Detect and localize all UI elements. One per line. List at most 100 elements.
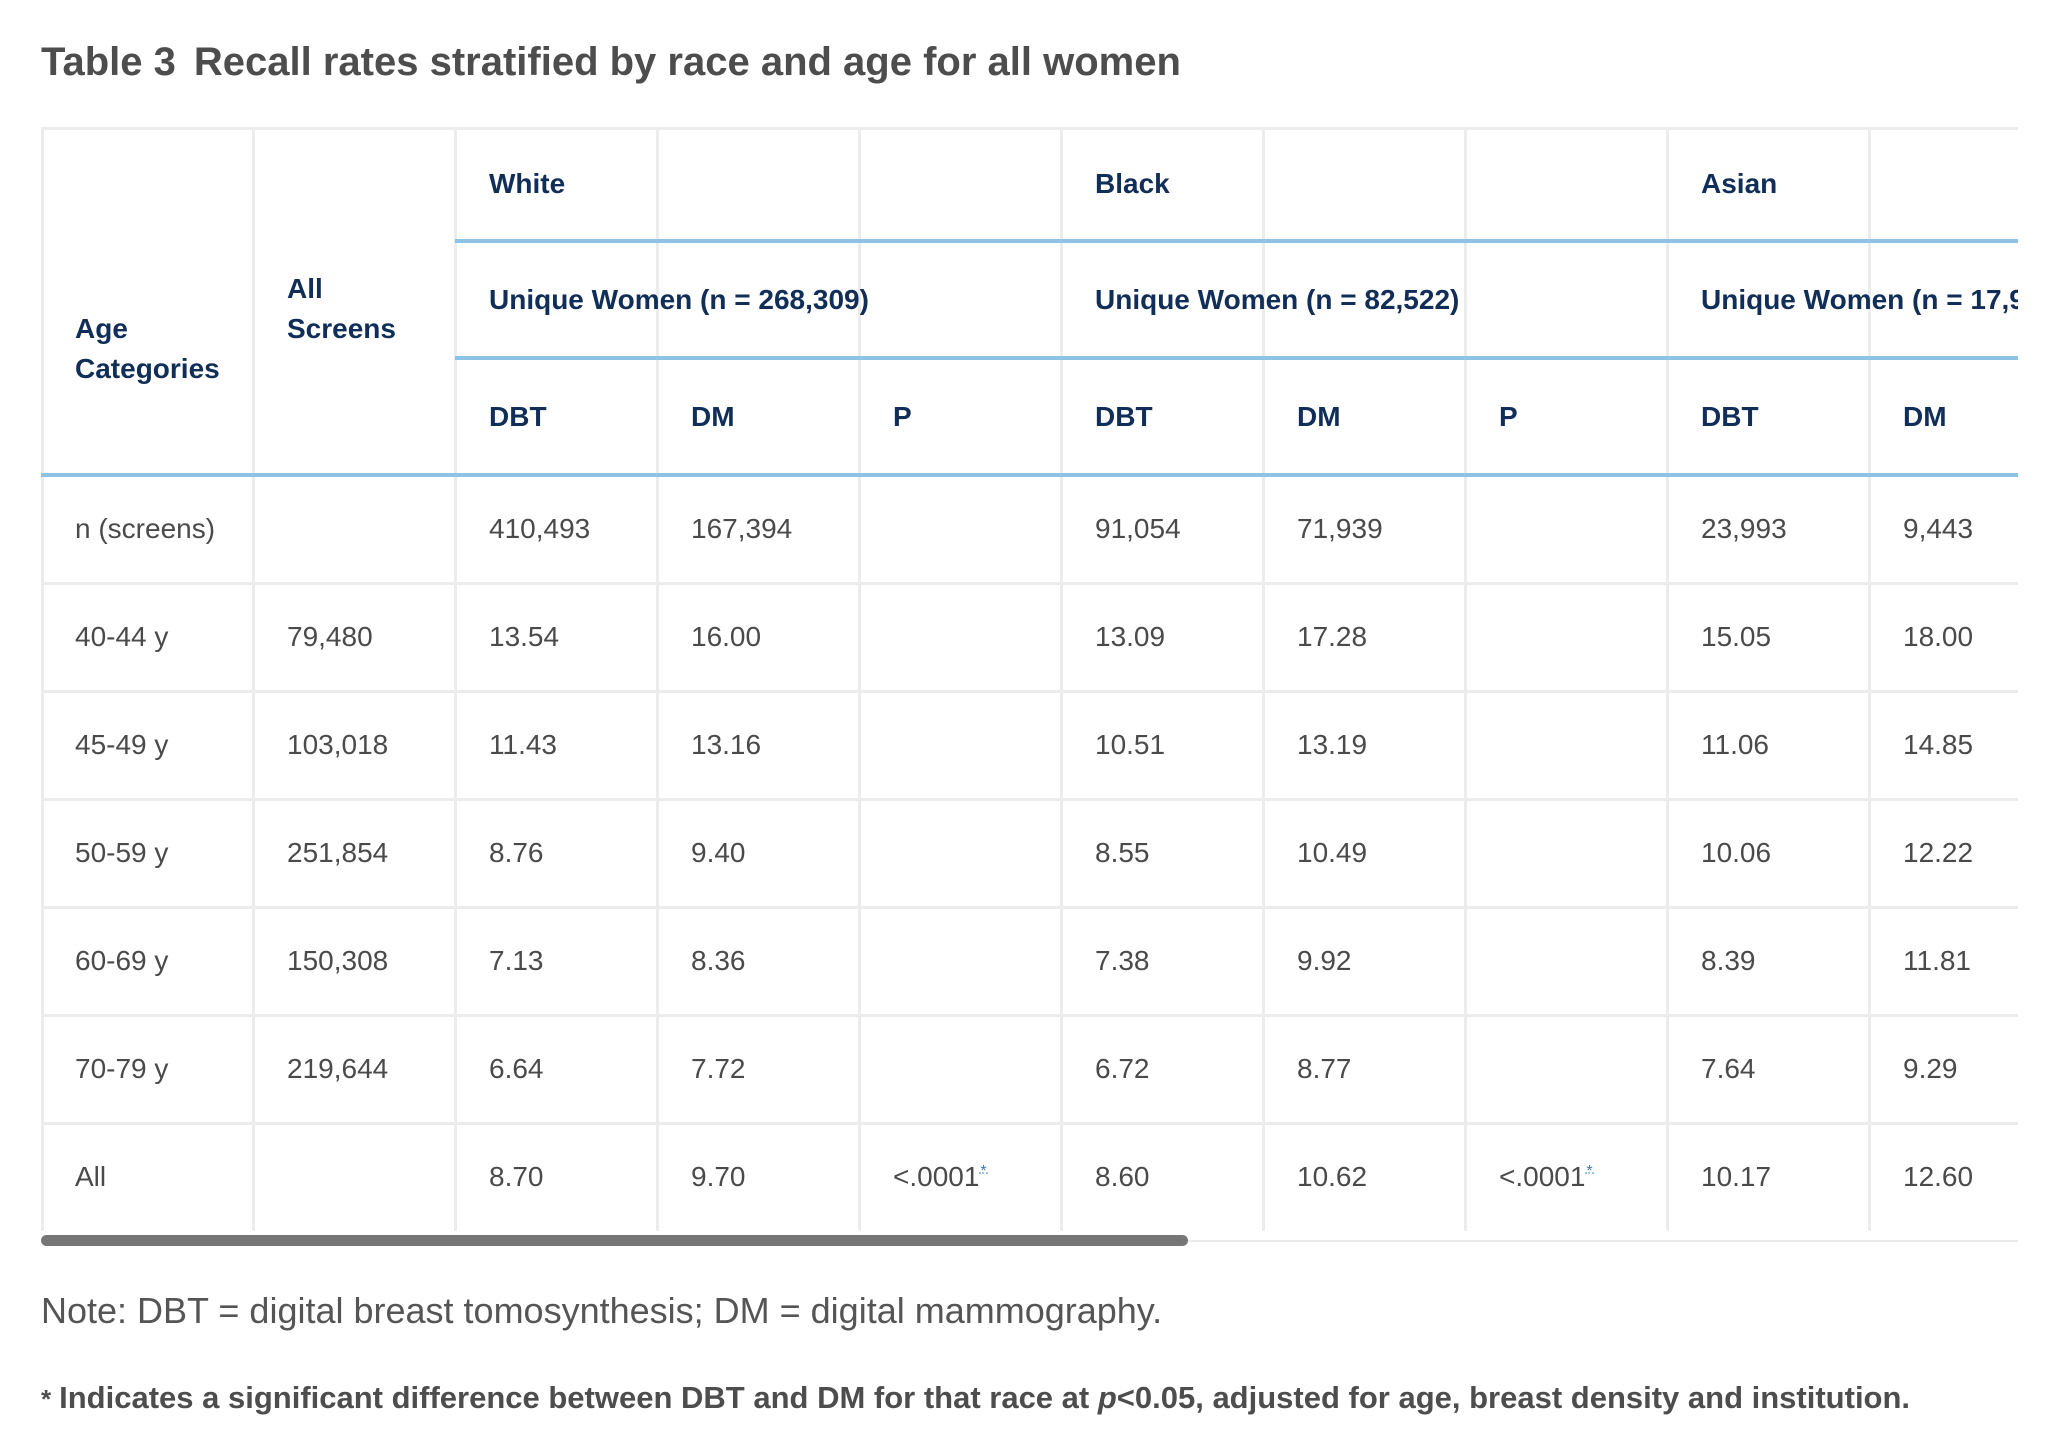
table-cell-a_dbt-text: 11.06 <box>1701 729 1769 760</box>
table-cell-w_dm: 167,394 <box>657 475 859 583</box>
table-scroll-area[interactable]: Age Categories All Screens White Unique Wom… <box>41 127 2018 1242</box>
header-rule-asian-2 <box>1667 356 2018 360</box>
table-cell-a_dbt-text: 10.06 <box>1701 837 1772 868</box>
table-cell-a_dbt: 23,993 <box>1667 475 1869 583</box>
table-cell-age-text: All <box>75 1161 107 1192</box>
footnote-link-marker[interactable]: * <box>979 1163 988 1180</box>
table-cell-b_p <box>1465 1015 1667 1123</box>
table-cell-w_dbt: 410,493 <box>455 475 657 583</box>
table-cell-a_dm-text: 12.22 <box>1903 837 1974 868</box>
table-cell-w_dm-text: 16.00 <box>691 621 762 652</box>
table-cell-w_dm: 9.70 <box>657 1123 859 1231</box>
table-cell-w_dbt-text: 8.76 <box>489 837 544 868</box>
table-cell-b_dm-text: 17.28 <box>1297 621 1368 652</box>
header-unique-women-white: Unique Women (n = 268,309) <box>455 241 1061 358</box>
header-rule-black-2 <box>1061 356 1667 360</box>
table-cell-all-text: 219,644 <box>287 1053 389 1084</box>
table-cell-b_dbt: 10.51 <box>1061 691 1263 799</box>
table-cell-age-text: 40-44 y <box>75 621 169 652</box>
row-divider <box>41 690 2018 693</box>
header-age-categories-text: Age Categories <box>75 313 220 384</box>
table-cell-all: 150,308 <box>253 907 455 1015</box>
header-race-white-text: White <box>489 168 566 199</box>
table-cell-age-text: 50-59 y <box>75 837 169 868</box>
table-cell-a_dm-text: 11.81 <box>1903 945 1971 976</box>
table-top-border <box>41 127 2018 130</box>
table-cell-b_p <box>1465 799 1667 907</box>
column-divider <box>1868 127 1871 1231</box>
table-cell-age: All <box>41 1123 253 1231</box>
table-cell-all-text: 79,480 <box>287 621 373 652</box>
table-cell-a_dm-text: 12.60 <box>1903 1161 1974 1192</box>
table-cell-b_dm: 10.49 <box>1263 799 1465 907</box>
table-cell-b_dm-text: 10.49 <box>1297 837 1368 868</box>
header-black-dm-text: DM <box>1297 400 1341 432</box>
table-cell-b_p <box>1465 691 1667 799</box>
table-cell-b_dm: 10.62 <box>1263 1123 1465 1231</box>
table-title: Table 3 Recall rates stratified by race a… <box>41 40 1181 85</box>
header-black-dbt: DBT <box>1061 358 1263 475</box>
table-cell-a_dbt: 11.06 <box>1667 691 1869 799</box>
header-unique-women-white-text: Unique Women (n = 268,309) <box>489 283 869 315</box>
table-cell-age: 45-49 y <box>41 691 253 799</box>
table-cell-all-text: 251,854 <box>287 837 389 868</box>
table-cell-w_dm-text: 9.70 <box>691 1161 746 1192</box>
table-cell-b_dbt: 8.55 <box>1061 799 1263 907</box>
table-cell-a_dbt-text: 10.17 <box>1701 1161 1772 1192</box>
table-cell-all: 219,644 <box>253 1015 455 1123</box>
table-cell-b_dm-text: 71,939 <box>1297 513 1383 544</box>
table-cell-b_dm: 9.92 <box>1263 907 1465 1015</box>
footnote-link-marker[interactable]: * <box>1585 1163 1594 1180</box>
table-cell-w_p <box>859 691 1061 799</box>
table-cell-all <box>253 1123 455 1231</box>
table-cell-a_dm: 9.29 <box>1869 1015 2018 1123</box>
table-cell-b_dbt-text: 10.51 <box>1095 729 1166 760</box>
header-race-asian: Asian <box>1667 127 2018 241</box>
table-cell-b_p <box>1465 583 1667 691</box>
header-unique-women-black-text: Unique Women (n = 82,522) <box>1095 283 1460 315</box>
column-divider <box>656 127 659 1231</box>
row-divider <box>41 1014 2018 1017</box>
header-white-dm-text: DM <box>691 400 735 432</box>
table-cell-a_dbt: 10.17 <box>1667 1123 1869 1231</box>
header-rule-white-1 <box>455 239 1061 243</box>
header-unique-women-asian-text: Unique Women (n = 17,9 <box>1701 283 2018 315</box>
table-cell-w_dbt-text: 7.13 <box>489 945 544 976</box>
table-cell-w_p <box>859 907 1061 1015</box>
header-unique-women-black: Unique Women (n = 82,522) <box>1061 241 1667 358</box>
table-cell-b_dbt-text: 8.60 <box>1095 1161 1150 1192</box>
table-cell-w_dm: 8.36 <box>657 907 859 1015</box>
table-cell-b_dm-text: 10.62 <box>1297 1161 1368 1192</box>
table-cell-b_dbt-text: 8.55 <box>1095 837 1150 868</box>
table-cell-all: 251,854 <box>253 799 455 907</box>
table-cell-a_dm-text: 9.29 <box>1903 1053 1958 1084</box>
column-divider <box>454 127 457 1231</box>
table-cell-b_dbt: 8.60 <box>1061 1123 1263 1231</box>
table-caption: Recall rates stratified by race and age … <box>193 40 1181 84</box>
table-cell-b_dbt-text: 91,054 <box>1095 513 1181 544</box>
table-cell-all <box>253 475 455 583</box>
table-cell-w_dbt-text: 410,493 <box>489 513 591 544</box>
header-asian-dbt-text: DBT <box>1701 400 1759 432</box>
column-divider <box>1060 127 1063 1231</box>
footnote-text-before: Indicates a significant difference betwe… <box>59 1380 1098 1415</box>
table-cell-w_dm: 9.40 <box>657 799 859 907</box>
column-divider <box>858 127 861 1231</box>
table-cell-a_dm-text: 18.00 <box>1903 621 1974 652</box>
table-cell-b_dm-text: 9.92 <box>1297 945 1352 976</box>
table-cell-age: 50-59 y <box>41 799 253 907</box>
table-note: Note: DBT = digital breast tomosynthesis… <box>41 1290 1163 1331</box>
table-cell-a_dbt: 8.39 <box>1667 907 1869 1015</box>
horizontal-scrollbar-thumb[interactable] <box>41 1235 1188 1246</box>
table-cell-w_dbt: 11.43 <box>455 691 657 799</box>
table-cell-b_p <box>1465 475 1667 583</box>
row-divider <box>41 1122 2018 1125</box>
table-cell-b_dbt-text: 7.38 <box>1095 945 1150 976</box>
table-cell-b_dbt: 6.72 <box>1061 1015 1263 1123</box>
header-asian-dm-text: DM <box>1903 400 1947 432</box>
table-cell-b_dbt-text: 13.09 <box>1095 621 1166 652</box>
table-cell-w_dbt: 7.13 <box>455 907 657 1015</box>
table-cell-a_dbt-text: 23,993 <box>1701 513 1787 544</box>
table-cell-w_dm-text: 167,394 <box>691 513 793 544</box>
significance-footnote: * Indicates a significant difference betw… <box>41 1380 1910 1416</box>
